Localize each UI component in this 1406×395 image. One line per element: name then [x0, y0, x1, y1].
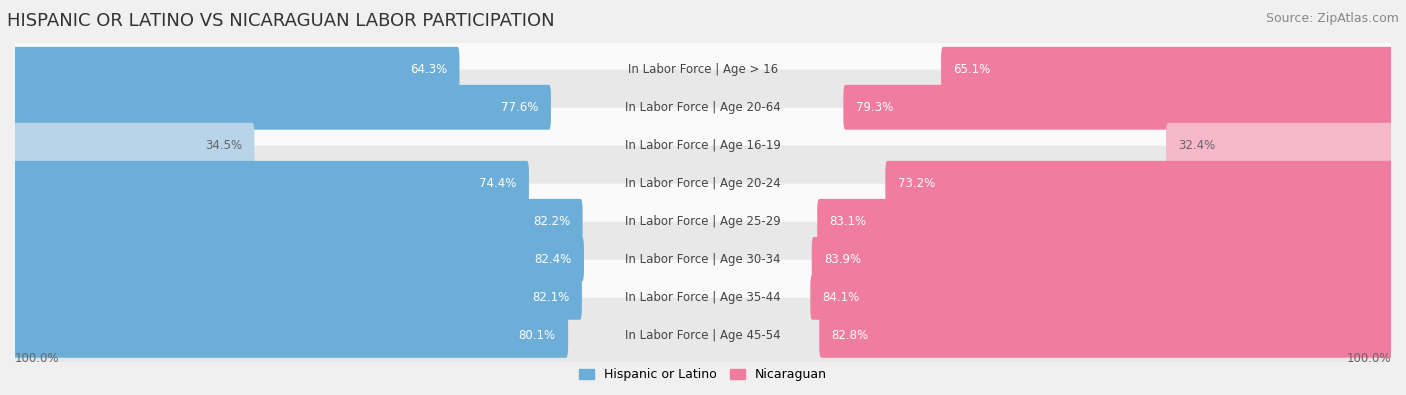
Text: 34.5%: 34.5% [205, 139, 242, 152]
Text: In Labor Force | Age 30-34: In Labor Force | Age 30-34 [626, 253, 780, 266]
Text: 100.0%: 100.0% [15, 352, 59, 365]
Text: 64.3%: 64.3% [409, 63, 447, 76]
FancyBboxPatch shape [15, 184, 1391, 259]
Text: In Labor Force | Age > 16: In Labor Force | Age > 16 [628, 63, 778, 76]
Text: In Labor Force | Age 16-19: In Labor Force | Age 16-19 [626, 139, 780, 152]
Text: 73.2%: 73.2% [897, 177, 935, 190]
Text: HISPANIC OR LATINO VS NICARAGUAN LABOR PARTICIPATION: HISPANIC OR LATINO VS NICARAGUAN LABOR P… [7, 12, 554, 30]
FancyBboxPatch shape [15, 108, 1391, 183]
FancyBboxPatch shape [13, 47, 460, 92]
FancyBboxPatch shape [810, 275, 1393, 320]
Text: 74.4%: 74.4% [479, 177, 516, 190]
FancyBboxPatch shape [15, 70, 1391, 145]
Text: 82.1%: 82.1% [533, 291, 569, 304]
FancyBboxPatch shape [811, 237, 1393, 282]
FancyBboxPatch shape [13, 199, 582, 244]
FancyBboxPatch shape [15, 222, 1391, 297]
FancyBboxPatch shape [13, 237, 583, 282]
Text: In Labor Force | Age 20-64: In Labor Force | Age 20-64 [626, 101, 780, 114]
Text: 82.8%: 82.8% [832, 329, 869, 342]
Text: 65.1%: 65.1% [953, 63, 991, 76]
Text: Source: ZipAtlas.com: Source: ZipAtlas.com [1265, 12, 1399, 25]
FancyBboxPatch shape [941, 47, 1393, 92]
Text: 100.0%: 100.0% [1347, 352, 1391, 365]
FancyBboxPatch shape [844, 85, 1393, 130]
FancyBboxPatch shape [1166, 123, 1393, 168]
FancyBboxPatch shape [13, 85, 551, 130]
Text: 84.1%: 84.1% [823, 291, 860, 304]
Text: In Labor Force | Age 25-29: In Labor Force | Age 25-29 [626, 215, 780, 228]
Text: 83.1%: 83.1% [830, 215, 866, 228]
FancyBboxPatch shape [13, 123, 254, 168]
FancyBboxPatch shape [886, 161, 1393, 206]
FancyBboxPatch shape [15, 146, 1391, 221]
Text: 82.2%: 82.2% [533, 215, 571, 228]
FancyBboxPatch shape [15, 298, 1391, 373]
Text: 77.6%: 77.6% [501, 101, 538, 114]
Text: In Labor Force | Age 20-24: In Labor Force | Age 20-24 [626, 177, 780, 190]
FancyBboxPatch shape [13, 161, 529, 206]
FancyBboxPatch shape [15, 260, 1391, 335]
FancyBboxPatch shape [817, 199, 1393, 244]
FancyBboxPatch shape [15, 32, 1391, 107]
Legend: Hispanic or Latino, Nicaraguan: Hispanic or Latino, Nicaraguan [579, 368, 827, 381]
Text: In Labor Force | Age 35-44: In Labor Force | Age 35-44 [626, 291, 780, 304]
Text: 79.3%: 79.3% [856, 101, 893, 114]
FancyBboxPatch shape [13, 275, 582, 320]
Text: 82.4%: 82.4% [534, 253, 572, 266]
Text: 80.1%: 80.1% [519, 329, 555, 342]
FancyBboxPatch shape [820, 313, 1393, 358]
FancyBboxPatch shape [13, 313, 568, 358]
Text: 32.4%: 32.4% [1178, 139, 1216, 152]
Text: 83.9%: 83.9% [824, 253, 862, 266]
Text: In Labor Force | Age 45-54: In Labor Force | Age 45-54 [626, 329, 780, 342]
